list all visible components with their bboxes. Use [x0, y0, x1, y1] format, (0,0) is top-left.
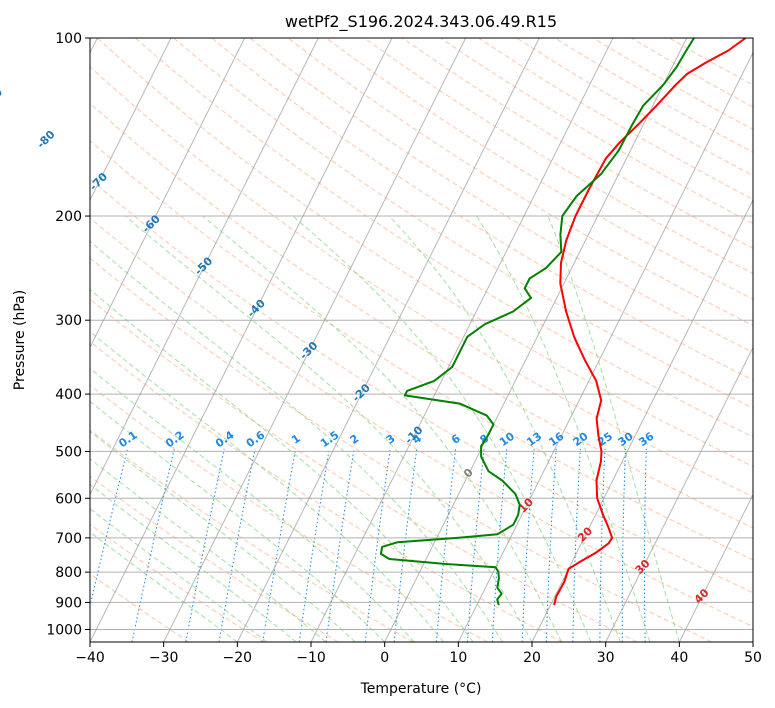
y-axis-label: Pressure (hPa) — [12, 290, 28, 390]
moist-adiabat — [90, 483, 297, 642]
moist-adiabat — [90, 458, 327, 642]
y-tick-label: 100 — [55, 31, 82, 47]
isotherm-gridline — [531, 198, 753, 642]
y-tick-label: 700 — [55, 531, 82, 547]
temperature-profile-line — [553, 38, 747, 606]
y-tick-label: 300 — [55, 313, 82, 329]
mixing-ratio-line — [90, 448, 128, 609]
y-tick-label: 800 — [55, 565, 82, 581]
dry-adiabat — [249, 38, 753, 354]
moist-adiabat — [125, 215, 533, 642]
x-tick-label: −20 — [223, 650, 253, 666]
moist-adiabat — [90, 330, 444, 642]
mixing-ratio-line — [218, 448, 256, 642]
x-tick-label: −40 — [75, 650, 105, 666]
x-tick-label: −30 — [149, 650, 179, 666]
chart-title: wetPf2_S196.2024.343.06.49.R15 — [285, 12, 557, 32]
isotherm-gridline — [678, 493, 753, 642]
dry-adiabat — [90, 217, 753, 628]
isotherm-label: -90 — [0, 85, 5, 108]
y-tick-label: 1000 — [46, 622, 82, 638]
moist-adiabat — [90, 288, 474, 642]
isotherm-gridline — [310, 38, 614, 642]
isotherm-gridline — [90, 38, 172, 202]
y-tick-label: 400 — [55, 387, 82, 403]
moist-adiabat — [90, 240, 503, 642]
moist-adiabat — [388, 215, 621, 642]
mixing-ratio-line — [185, 448, 225, 642]
isotherm-gridline — [457, 51, 753, 642]
mixing-ratio-line — [599, 448, 606, 642]
x-axis-ticks: −40 −30 −20 −10 0 10 20 30 40 50 — [75, 642, 762, 666]
dry-adiabat — [90, 257, 712, 642]
isotherm-gridline — [384, 38, 688, 642]
mixing-ratio-line — [521, 448, 535, 642]
dewpoint-profile-line — [379, 38, 695, 606]
sounding-profiles — [379, 38, 747, 606]
background-reference-lines — [90, 38, 753, 642]
dry-adiabat — [90, 573, 190, 642]
dry-adiabat — [96, 38, 753, 468]
dry-adiabat — [325, 38, 753, 300]
isotherm-gridline — [90, 38, 319, 496]
dry-adiabat — [90, 139, 753, 561]
dry-adiabat — [287, 38, 753, 327]
x-tick-label: 30 — [597, 650, 615, 666]
moist-adiabat — [547, 215, 680, 642]
dry-adiabat — [90, 384, 488, 642]
y-tick-label: 600 — [55, 491, 82, 507]
x-tick-label: 0 — [380, 650, 389, 666]
moist-adiabat — [90, 430, 356, 642]
plot-frame — [89, 37, 754, 643]
y-tick-label: 900 — [55, 595, 82, 611]
x-tick-label: 50 — [744, 650, 762, 666]
x-tick-label: −10 — [296, 650, 326, 666]
dry-adiabat — [90, 340, 563, 642]
x-axis-label: Temperature (°C) — [360, 681, 482, 697]
mixing-ratio-line — [545, 448, 557, 642]
x-tick-label: 40 — [670, 650, 688, 666]
y-tick-label: 200 — [55, 209, 82, 225]
x-tick-label: 10 — [449, 650, 467, 666]
y-tick-label: 500 — [55, 444, 82, 460]
dry-adiabat — [90, 178, 753, 594]
dry-adiabat — [90, 475, 339, 642]
moist-adiabat — [202, 215, 562, 642]
dry-adiabat — [211, 38, 753, 381]
isotherm-gridline — [236, 38, 540, 642]
isotherm-gridline — [90, 38, 246, 349]
moist-adiabat — [476, 215, 651, 642]
mixing-ratio-line — [644, 448, 647, 642]
isotherm-gridline — [163, 38, 467, 642]
moist-adiabat — [90, 367, 415, 642]
isotherm-gridline — [90, 38, 393, 642]
y-axis-ticks: 100 200 300 400 500 600 700 800 900 1000 — [46, 31, 90, 638]
mixing-ratio-line — [572, 448, 581, 642]
x-tick-label: 20 — [523, 650, 541, 666]
mixing-ratio-line — [621, 448, 626, 642]
isotherm-gridline — [605, 346, 753, 642]
dry-adiabat — [90, 66, 753, 498]
